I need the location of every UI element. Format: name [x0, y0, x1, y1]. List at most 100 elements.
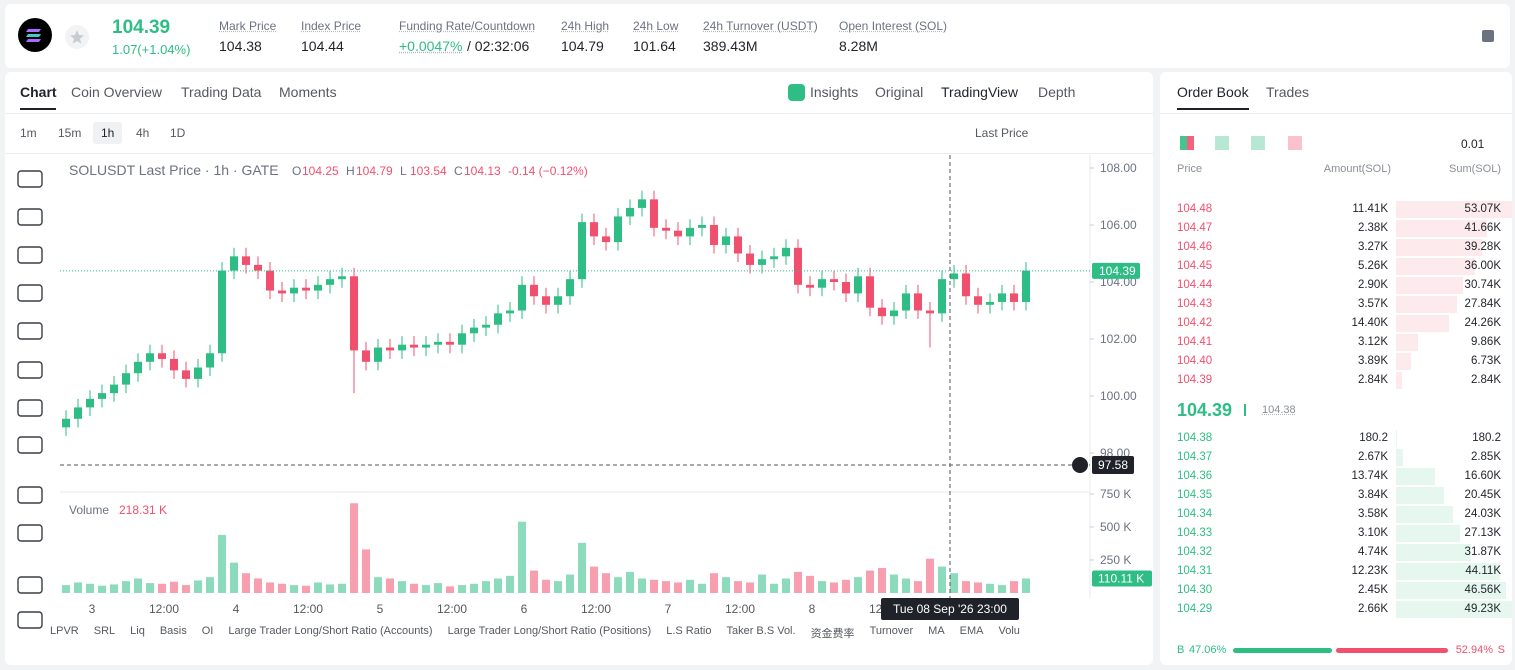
- y-tick-label: 108.00: [1100, 161, 1137, 175]
- candle-body: [878, 307, 886, 317]
- candle-body: [290, 287, 298, 294]
- indicator-tab[interactable]: Basis: [159, 625, 187, 637]
- volume-bar: [1010, 581, 1018, 593]
- candle-body: [314, 284, 322, 291]
- ai-badge: [788, 84, 805, 101]
- ob-price: 104.44: [1177, 279, 1213, 291]
- stat-value: 8.28M: [839, 38, 878, 54]
- chart-tab[interactable]: Coin Overview: [71, 84, 163, 100]
- ob-sum: 16.60K: [1464, 470, 1501, 482]
- volume-bar: [890, 574, 898, 593]
- indicator-tab[interactable]: OI: [201, 625, 214, 637]
- y-tick-label: 102.00: [1100, 332, 1137, 346]
- ob-tab[interactable]: Trades: [1266, 84, 1310, 100]
- depth-bar: [1396, 372, 1403, 389]
- ob-layout[interactable]: [1215, 136, 1229, 150]
- candle-body: [626, 207, 634, 217]
- volume-bar: [242, 573, 250, 593]
- ob-price: 104.47: [1177, 222, 1213, 234]
- mark-price: 104.38: [1262, 404, 1296, 416]
- candle-body: [962, 273, 970, 297]
- indicator-tab[interactable]: 资金费率: [810, 628, 855, 640]
- interval[interactable]: 1m: [20, 126, 37, 140]
- indicator-tab[interactable]: Volu: [998, 625, 1020, 637]
- view-tab[interactable]: Depth: [1038, 84, 1076, 100]
- indicator-tab[interactable]: Turnover: [869, 625, 914, 637]
- indicator-tab[interactable]: Taker B.S Vol.: [726, 625, 796, 637]
- volume-bar: [962, 581, 970, 593]
- candle-body: [674, 230, 682, 237]
- precision[interactable]: 0.01: [1461, 137, 1485, 151]
- volume-bar: [986, 583, 994, 593]
- volume-bar: [410, 583, 418, 593]
- volume-bar: [950, 573, 958, 593]
- indicator-tab[interactable]: SRL: [93, 625, 116, 637]
- favorite-star[interactable]: [64, 24, 90, 50]
- crosshair-time-tag: [881, 598, 1019, 620]
- interval[interactable]: 1h: [93, 122, 123, 144]
- indicator-tab[interactable]: Large Trader Long/Short Ratio (Accounts): [228, 625, 433, 637]
- ob-amount: 4.74K: [1357, 546, 1388, 558]
- v-tick-label: 250 K: [1100, 553, 1131, 567]
- legend-value: 104.79: [356, 164, 393, 178]
- indicator-tab[interactable]: LPVR: [50, 625, 79, 637]
- ob-layout[interactable]: [1180, 136, 1194, 150]
- interval[interactable]: 4h: [136, 126, 150, 140]
- candle-body: [194, 367, 202, 379]
- book-icon[interactable]: [1480, 28, 1496, 44]
- volume-bar: [938, 566, 946, 593]
- interval[interactable]: 1D: [170, 126, 186, 140]
- indicator-tab[interactable]: MA: [928, 625, 945, 637]
- indicator-tab[interactable]: L.S Ratio: [666, 625, 712, 637]
- candle-body: [242, 256, 250, 265]
- candle-body: [950, 273, 958, 280]
- indicator-tab[interactable]: Liq: [130, 625, 145, 637]
- ob-layout[interactable]: [1251, 136, 1265, 150]
- divider: [5, 113, 1153, 114]
- depth-bar: [1396, 239, 1482, 256]
- ob-sum: 36.00K: [1464, 260, 1501, 272]
- depth-bar: [1396, 563, 1500, 580]
- volume-bar: [362, 549, 370, 593]
- candle-body: [110, 384, 118, 394]
- depth-bar: [1396, 334, 1418, 351]
- chart-tab[interactable]: Chart: [20, 84, 57, 100]
- ob-amount: 2.38K: [1357, 222, 1388, 234]
- indicator-tab[interactable]: EMA: [959, 625, 984, 637]
- ob-price: 104.33: [1177, 527, 1213, 539]
- volume-bar: [206, 577, 214, 593]
- v-tick-label: 750 K: [1100, 487, 1131, 501]
- ob-tab[interactable]: Order Book: [1177, 84, 1249, 100]
- view-tab[interactable]: TradingView: [941, 84, 1019, 100]
- candle-body: [902, 293, 910, 311]
- price-type[interactable]: Last Price: [975, 126, 1029, 140]
- interval[interactable]: 15m: [58, 126, 82, 140]
- x-tick-label: 4: [233, 602, 240, 616]
- stat-label: Index Price: [301, 19, 362, 33]
- candle-body: [266, 270, 274, 291]
- ob-amount: 14.40K: [1351, 317, 1388, 329]
- stat-value: +0.0047%: [399, 38, 463, 54]
- ob-divider: [1160, 113, 1512, 114]
- candle-body: [794, 247, 802, 285]
- volume-bar: [458, 585, 466, 593]
- ob-column: Price: [1177, 163, 1203, 175]
- drawing-tool: [17, 524, 43, 542]
- volume-bar: [86, 583, 94, 593]
- volume-bar: [806, 575, 814, 593]
- view-tab[interactable]: Original: [875, 84, 924, 100]
- volume-bar: [878, 567, 886, 593]
- chart-tab[interactable]: Trading Data: [181, 84, 262, 100]
- ob-layout[interactable]: [1288, 136, 1302, 150]
- volume-bar: [446, 586, 454, 593]
- crosshair-time-label: Tue 08 Sep '26 23:00: [893, 602, 1007, 616]
- candle-body: [926, 310, 934, 314]
- depth-bar: [1396, 601, 1512, 618]
- ob-price: 104.37: [1177, 451, 1213, 463]
- candle-body: [914, 293, 922, 311]
- view-tab[interactable]: Insights: [810, 84, 859, 100]
- candle-body: [86, 398, 94, 408]
- indicator-tab[interactable]: Large Trader Long/Short Ratio (Positions…: [447, 625, 652, 637]
- chart-tab[interactable]: Moments: [279, 84, 337, 100]
- ob-sum: 44.11K: [1465, 565, 1501, 577]
